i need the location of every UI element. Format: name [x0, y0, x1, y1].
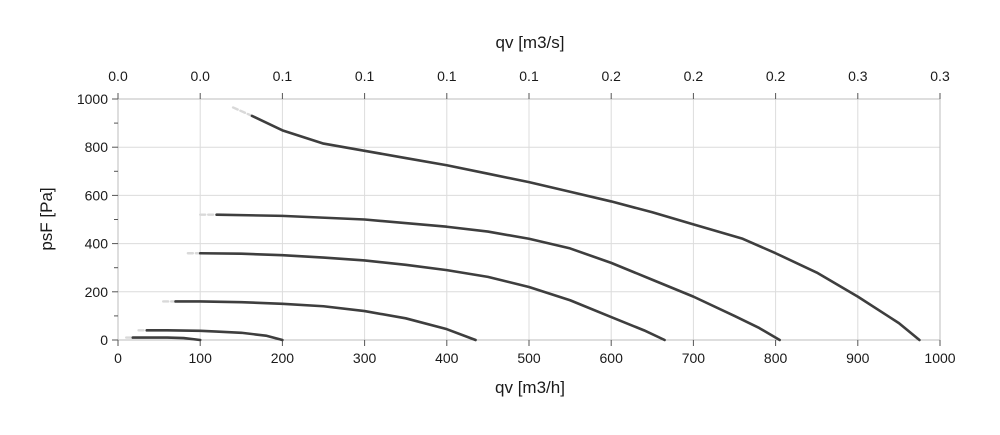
top-tick-label: 0.2 — [684, 68, 704, 84]
top-tick-label: 0.3 — [848, 68, 868, 84]
x-tick-label: 0 — [114, 350, 122, 366]
top-tick-label: 0.1 — [273, 68, 293, 84]
top-tick-label: 0.2 — [601, 68, 621, 84]
curve-extension-1 — [231, 106, 254, 118]
x-tick-label: 900 — [846, 350, 870, 366]
y-tick-label: 1000 — [77, 91, 108, 107]
x-tick-label: 400 — [435, 350, 459, 366]
y-axis-title: psF [Pa] — [37, 187, 56, 250]
x-tick-label: 300 — [353, 350, 377, 366]
y-tick-label: 800 — [85, 139, 109, 155]
fan-curve-6 — [131, 336, 202, 342]
top-tick-label: 0.0 — [190, 68, 210, 84]
top-tick-label: 0.3 — [930, 68, 950, 84]
top-axis-title: qv [m3/s] — [496, 33, 565, 52]
y-tick-label: 400 — [85, 236, 109, 252]
top-tick-label: 0.1 — [519, 68, 539, 84]
grid-lines — [117, 98, 941, 341]
fan-curve-1 — [250, 114, 921, 342]
fan-curve-3 — [198, 251, 666, 342]
top-tick-label: 0.2 — [766, 68, 786, 84]
top-tick-label: 0.1 — [355, 68, 375, 84]
x-tick-label: 100 — [189, 350, 213, 366]
top-tick-label: 0.1 — [437, 68, 457, 84]
x-tick-label: 200 — [271, 350, 295, 366]
fan-curve-5 — [145, 329, 284, 342]
tick-marks — [112, 93, 941, 346]
x-tick-label: 1000 — [924, 350, 955, 366]
x-tick-label: 800 — [764, 350, 788, 366]
fan-curve-4 — [174, 300, 477, 342]
fan-curves — [125, 106, 921, 342]
fan-curve-2 — [215, 213, 782, 342]
y-tick-label: 200 — [85, 284, 109, 300]
y-tick-label: 600 — [85, 187, 109, 203]
x-tick-label: 500 — [517, 350, 541, 366]
x-tick-label: 700 — [682, 350, 706, 366]
y-tick-label: 0 — [100, 332, 108, 348]
x-tick-label: 600 — [600, 350, 624, 366]
x-axis-title: qv [m3/h] — [495, 378, 565, 397]
top-tick-label: 0.0 — [108, 68, 128, 84]
